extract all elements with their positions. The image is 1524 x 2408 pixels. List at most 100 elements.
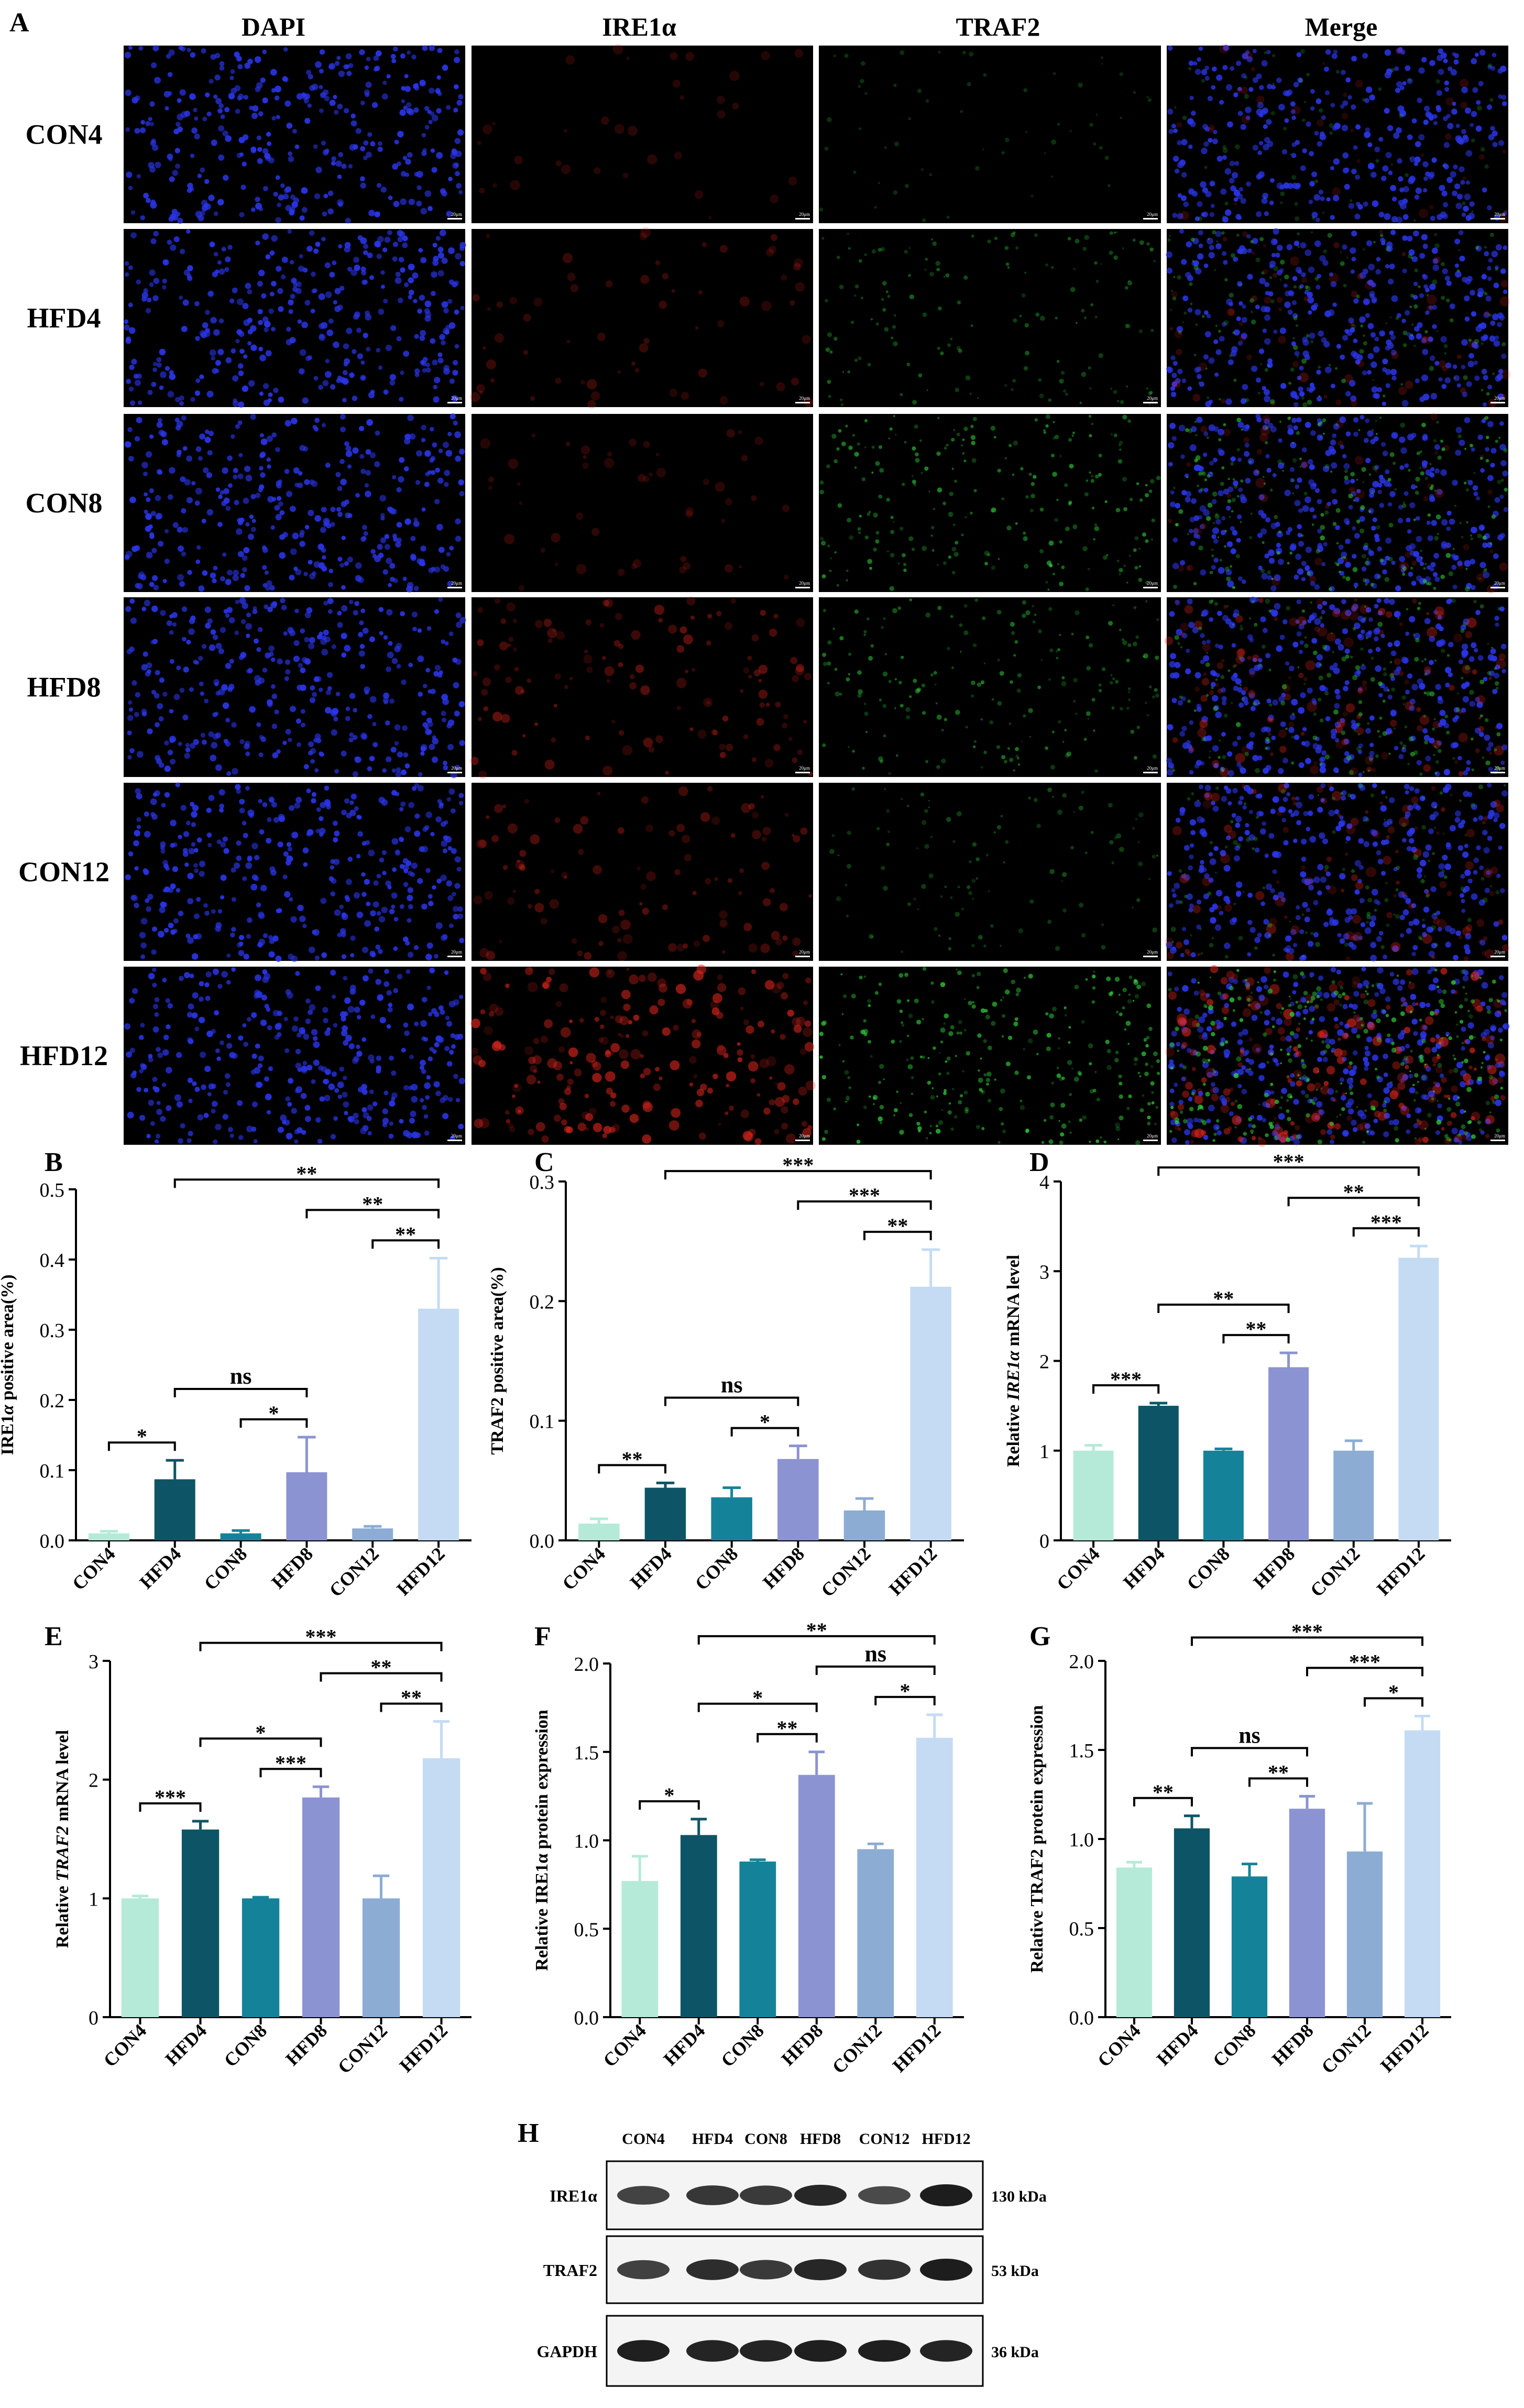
traf2-signal <box>1204 166 1208 169</box>
nucleus <box>191 811 198 818</box>
nucleus <box>340 478 347 486</box>
nucleus <box>1439 639 1446 646</box>
ire1a-signal <box>1498 653 1506 661</box>
nucleus <box>158 541 164 547</box>
ire1a-signal <box>1257 449 1263 455</box>
ire1a-signal <box>729 71 740 81</box>
traf2-signal <box>1479 456 1483 460</box>
traf2-signal <box>1388 522 1394 528</box>
micrograph-hfd8-2: 20μm <box>819 597 1161 777</box>
traf2-signal <box>1045 581 1048 584</box>
nucleus <box>359 49 365 56</box>
nucleus <box>379 857 385 863</box>
scale-bar <box>447 218 462 220</box>
nucleus <box>456 100 463 106</box>
nucleus <box>290 293 295 299</box>
traf2-signal <box>1071 632 1074 636</box>
ire1a-signal <box>1343 92 1347 97</box>
ire1a-signal <box>534 620 543 628</box>
nucleus <box>233 468 238 473</box>
ire1a-signal <box>585 735 590 740</box>
nucleus <box>426 717 432 724</box>
nucleus <box>129 598 135 604</box>
nucleus <box>1300 242 1307 249</box>
ire1a-signal <box>681 391 689 400</box>
nucleus <box>1461 86 1468 93</box>
nucleus <box>242 555 248 561</box>
nucleus <box>410 535 416 542</box>
nucleus <box>273 387 279 393</box>
nucleus <box>1262 192 1269 199</box>
nucleus <box>324 262 331 268</box>
nucleus <box>143 288 148 293</box>
nucleus <box>1468 353 1474 359</box>
traf2-signal <box>1174 106 1177 109</box>
traf2-signal <box>834 459 838 464</box>
traf2-signal <box>1408 469 1411 472</box>
nucleus <box>455 764 460 770</box>
nucleus <box>406 102 412 108</box>
ire1a-signal <box>1426 305 1433 312</box>
nucleus <box>1269 264 1274 269</box>
nucleus <box>398 257 404 262</box>
nucleus <box>1188 621 1195 628</box>
nucleus <box>262 667 268 673</box>
nucleus <box>1199 381 1204 387</box>
nucleus <box>1341 599 1346 605</box>
nucleus <box>1478 323 1483 328</box>
nucleus <box>314 418 320 423</box>
traf2-signal <box>953 552 959 557</box>
nucleus <box>200 210 205 216</box>
traf2-signal <box>920 472 923 474</box>
nucleus <box>1206 639 1211 644</box>
traf2-signal <box>1335 367 1338 370</box>
nucleus <box>458 94 464 100</box>
nucleus <box>1347 95 1352 100</box>
nucleus <box>387 651 394 659</box>
traf2-signal <box>994 236 998 240</box>
nucleus <box>1450 171 1456 178</box>
ire1a-signal <box>555 562 558 566</box>
nucleus <box>1226 569 1232 576</box>
nucleus <box>1384 480 1390 487</box>
traf2-signal <box>1461 676 1464 680</box>
nucleus <box>1278 462 1285 469</box>
traf2-signal <box>1152 695 1155 699</box>
nucleus <box>1236 60 1242 66</box>
nucleus <box>151 689 156 695</box>
traf2-signal <box>829 570 832 573</box>
traf2-signal <box>866 617 870 621</box>
traf2-signal <box>1293 285 1297 289</box>
nucleus <box>416 185 422 190</box>
traf2-signal <box>1207 502 1213 508</box>
nucleus <box>1261 60 1268 67</box>
scale-bar-label: 20μm <box>451 765 462 771</box>
traf2-signal <box>950 615 953 618</box>
traf2-signal <box>1383 672 1387 676</box>
nucleus <box>150 202 157 209</box>
traf2-signal <box>1101 63 1103 65</box>
traf2-signal <box>1136 482 1139 485</box>
ire1a-signal <box>649 472 653 477</box>
nucleus <box>235 108 240 114</box>
traf2-signal <box>963 604 968 608</box>
nucleus <box>366 57 371 61</box>
ire1a-signal <box>796 618 805 627</box>
ire1a-signal <box>715 481 725 492</box>
nucleus <box>1171 124 1176 129</box>
nucleus <box>1233 480 1238 486</box>
traf2-signal <box>1100 263 1102 265</box>
nucleus <box>400 171 407 177</box>
traf2-signal <box>915 688 920 694</box>
nucleus <box>335 160 342 167</box>
traf2-signal <box>1072 431 1075 434</box>
nucleus <box>338 244 343 249</box>
nucleus <box>1298 762 1304 768</box>
ire1a-signal <box>506 602 516 612</box>
nucleus <box>234 500 239 506</box>
nucleus <box>1315 284 1321 290</box>
nucleus <box>429 87 435 94</box>
traf2-signal <box>824 146 829 151</box>
nucleus <box>1367 370 1372 375</box>
nucleus <box>436 75 441 80</box>
